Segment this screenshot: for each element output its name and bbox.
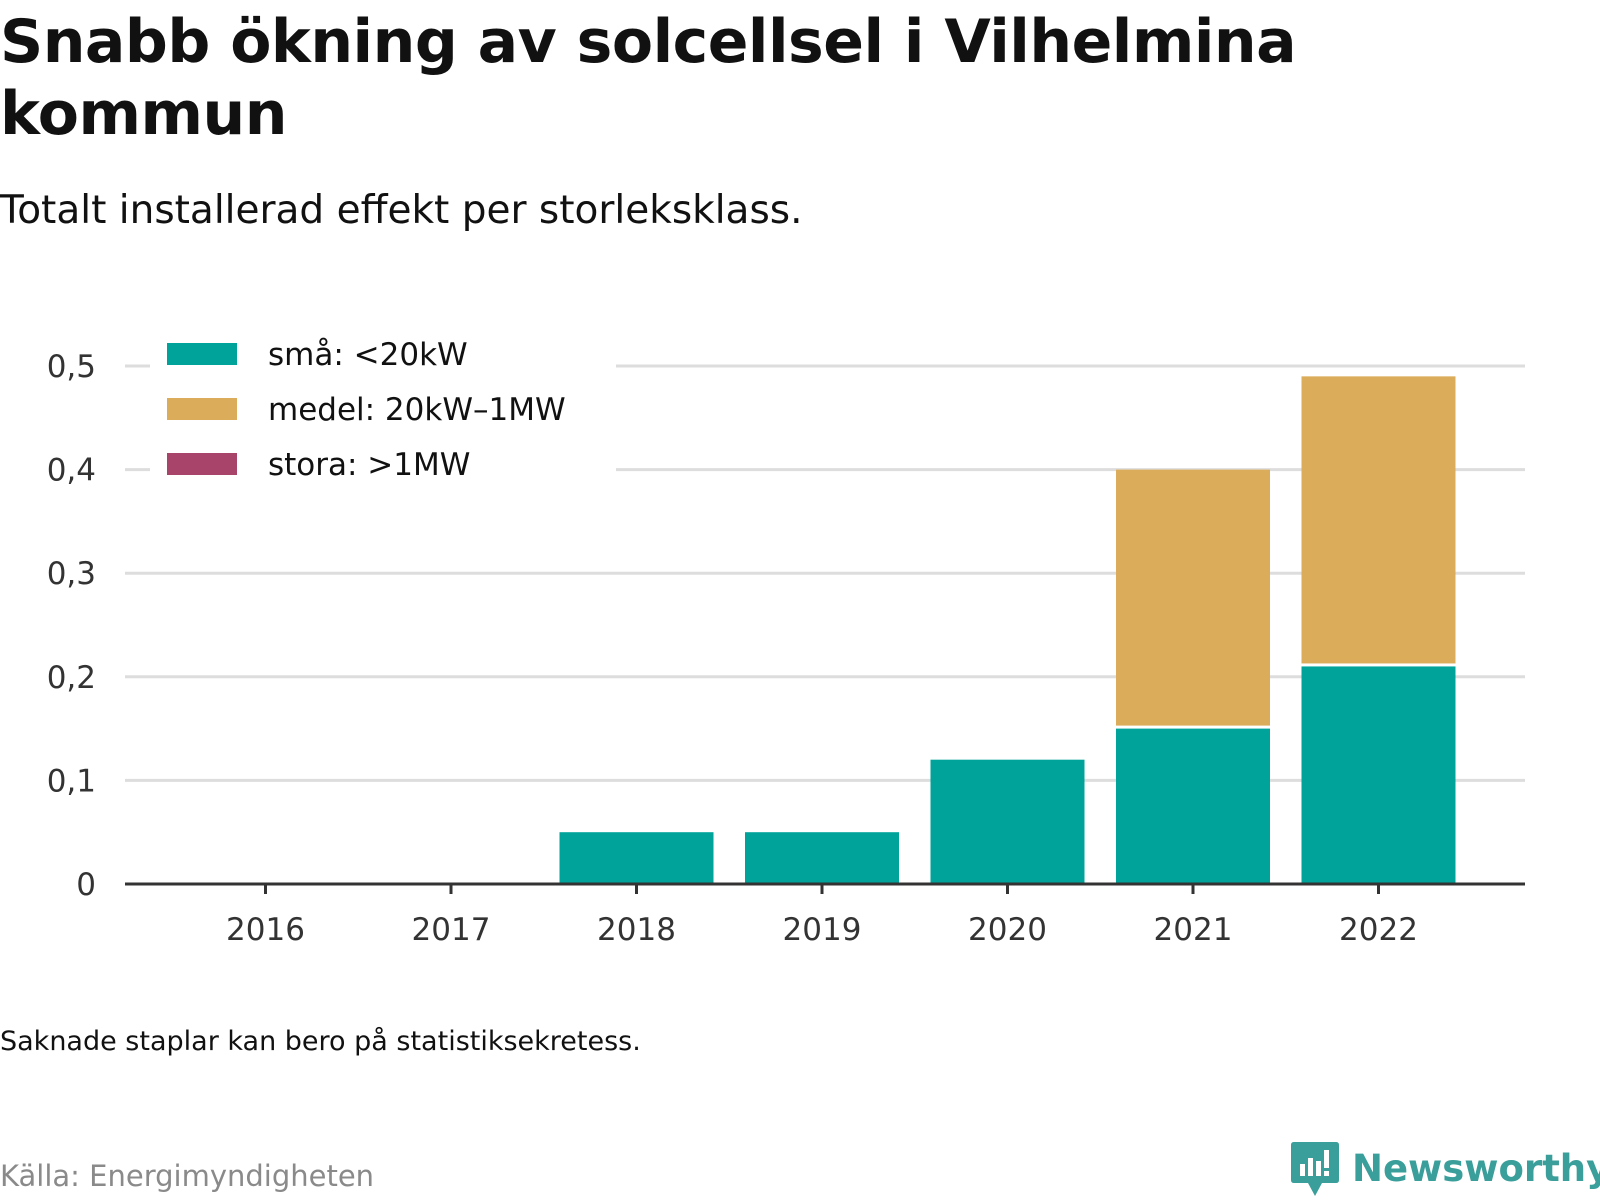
legend-label: stora: >1MW — [268, 447, 470, 483]
chart-title: Snabb ökning av solcellsel i Vilhelmina … — [0, 7, 1297, 149]
bar-2020-series-1 — [930, 759, 1085, 884]
y-tick-label: 0,1 — [47, 763, 96, 799]
x-tick-label: 2019 — [783, 912, 862, 948]
newsworthy-logo-icon — [1291, 1142, 1339, 1196]
bar-2021-series-1 — [1116, 728, 1270, 884]
brand-logo: Newsworthy — [1290, 1140, 1600, 1198]
stacked-bar-chart: 0 0,1 0,2 0,3 0,4 0,5 2016 2017 2018 2019 2020 202… — [46, 320, 1525, 948]
x-tick-label: 2020 — [968, 912, 1047, 948]
legend-swatch — [167, 453, 237, 475]
y-tick-label: 0,5 — [47, 349, 96, 385]
bar-2019-series-1 — [745, 832, 899, 884]
y-tick-label: 0,2 — [47, 660, 96, 696]
bar-2018-series-1 — [559, 832, 714, 884]
x-tick-label: 2017 — [412, 912, 491, 948]
brand-name: Newsworthy — [1352, 1147, 1600, 1190]
legend-swatch — [167, 343, 237, 365]
source-credit: Källa: Energimyndigheten — [0, 1159, 375, 1193]
x-tick-label: 2021 — [1154, 912, 1233, 948]
bar-2022-series-1 — [1301, 666, 1456, 884]
y-tick-label: 0,3 — [47, 556, 96, 592]
bars — [559, 376, 1456, 884]
chart-subtitle: Totalt installerad effekt per storlekskl… — [0, 188, 803, 233]
x-tick-label: 2022 — [1339, 912, 1418, 948]
y-tick-label: 0 — [76, 867, 96, 903]
legend-label: medel: 20kW–1MW — [268, 392, 566, 428]
y-axis-ticks: 0 0,1 0,2 0,3 0,4 0,5 — [47, 349, 96, 903]
x-tick-label: 2018 — [597, 912, 676, 948]
legend-label: små: <20kW — [268, 337, 468, 373]
legend-swatch — [167, 398, 237, 420]
bar-2021-series-2 — [1116, 469, 1270, 726]
footnote: Saknade staplar kan bero på statistiksek… — [0, 1026, 641, 1057]
x-tick-label: 2016 — [226, 912, 305, 948]
bar-2022-series-2 — [1301, 376, 1456, 664]
x-axis: 2016 2017 2018 2019 2020 2021 2022 — [125, 882, 1525, 948]
y-tick-label: 0,4 — [47, 453, 96, 489]
legend: små: <20kW medel: 20kW–1MW stora: >1MW — [150, 320, 616, 504]
